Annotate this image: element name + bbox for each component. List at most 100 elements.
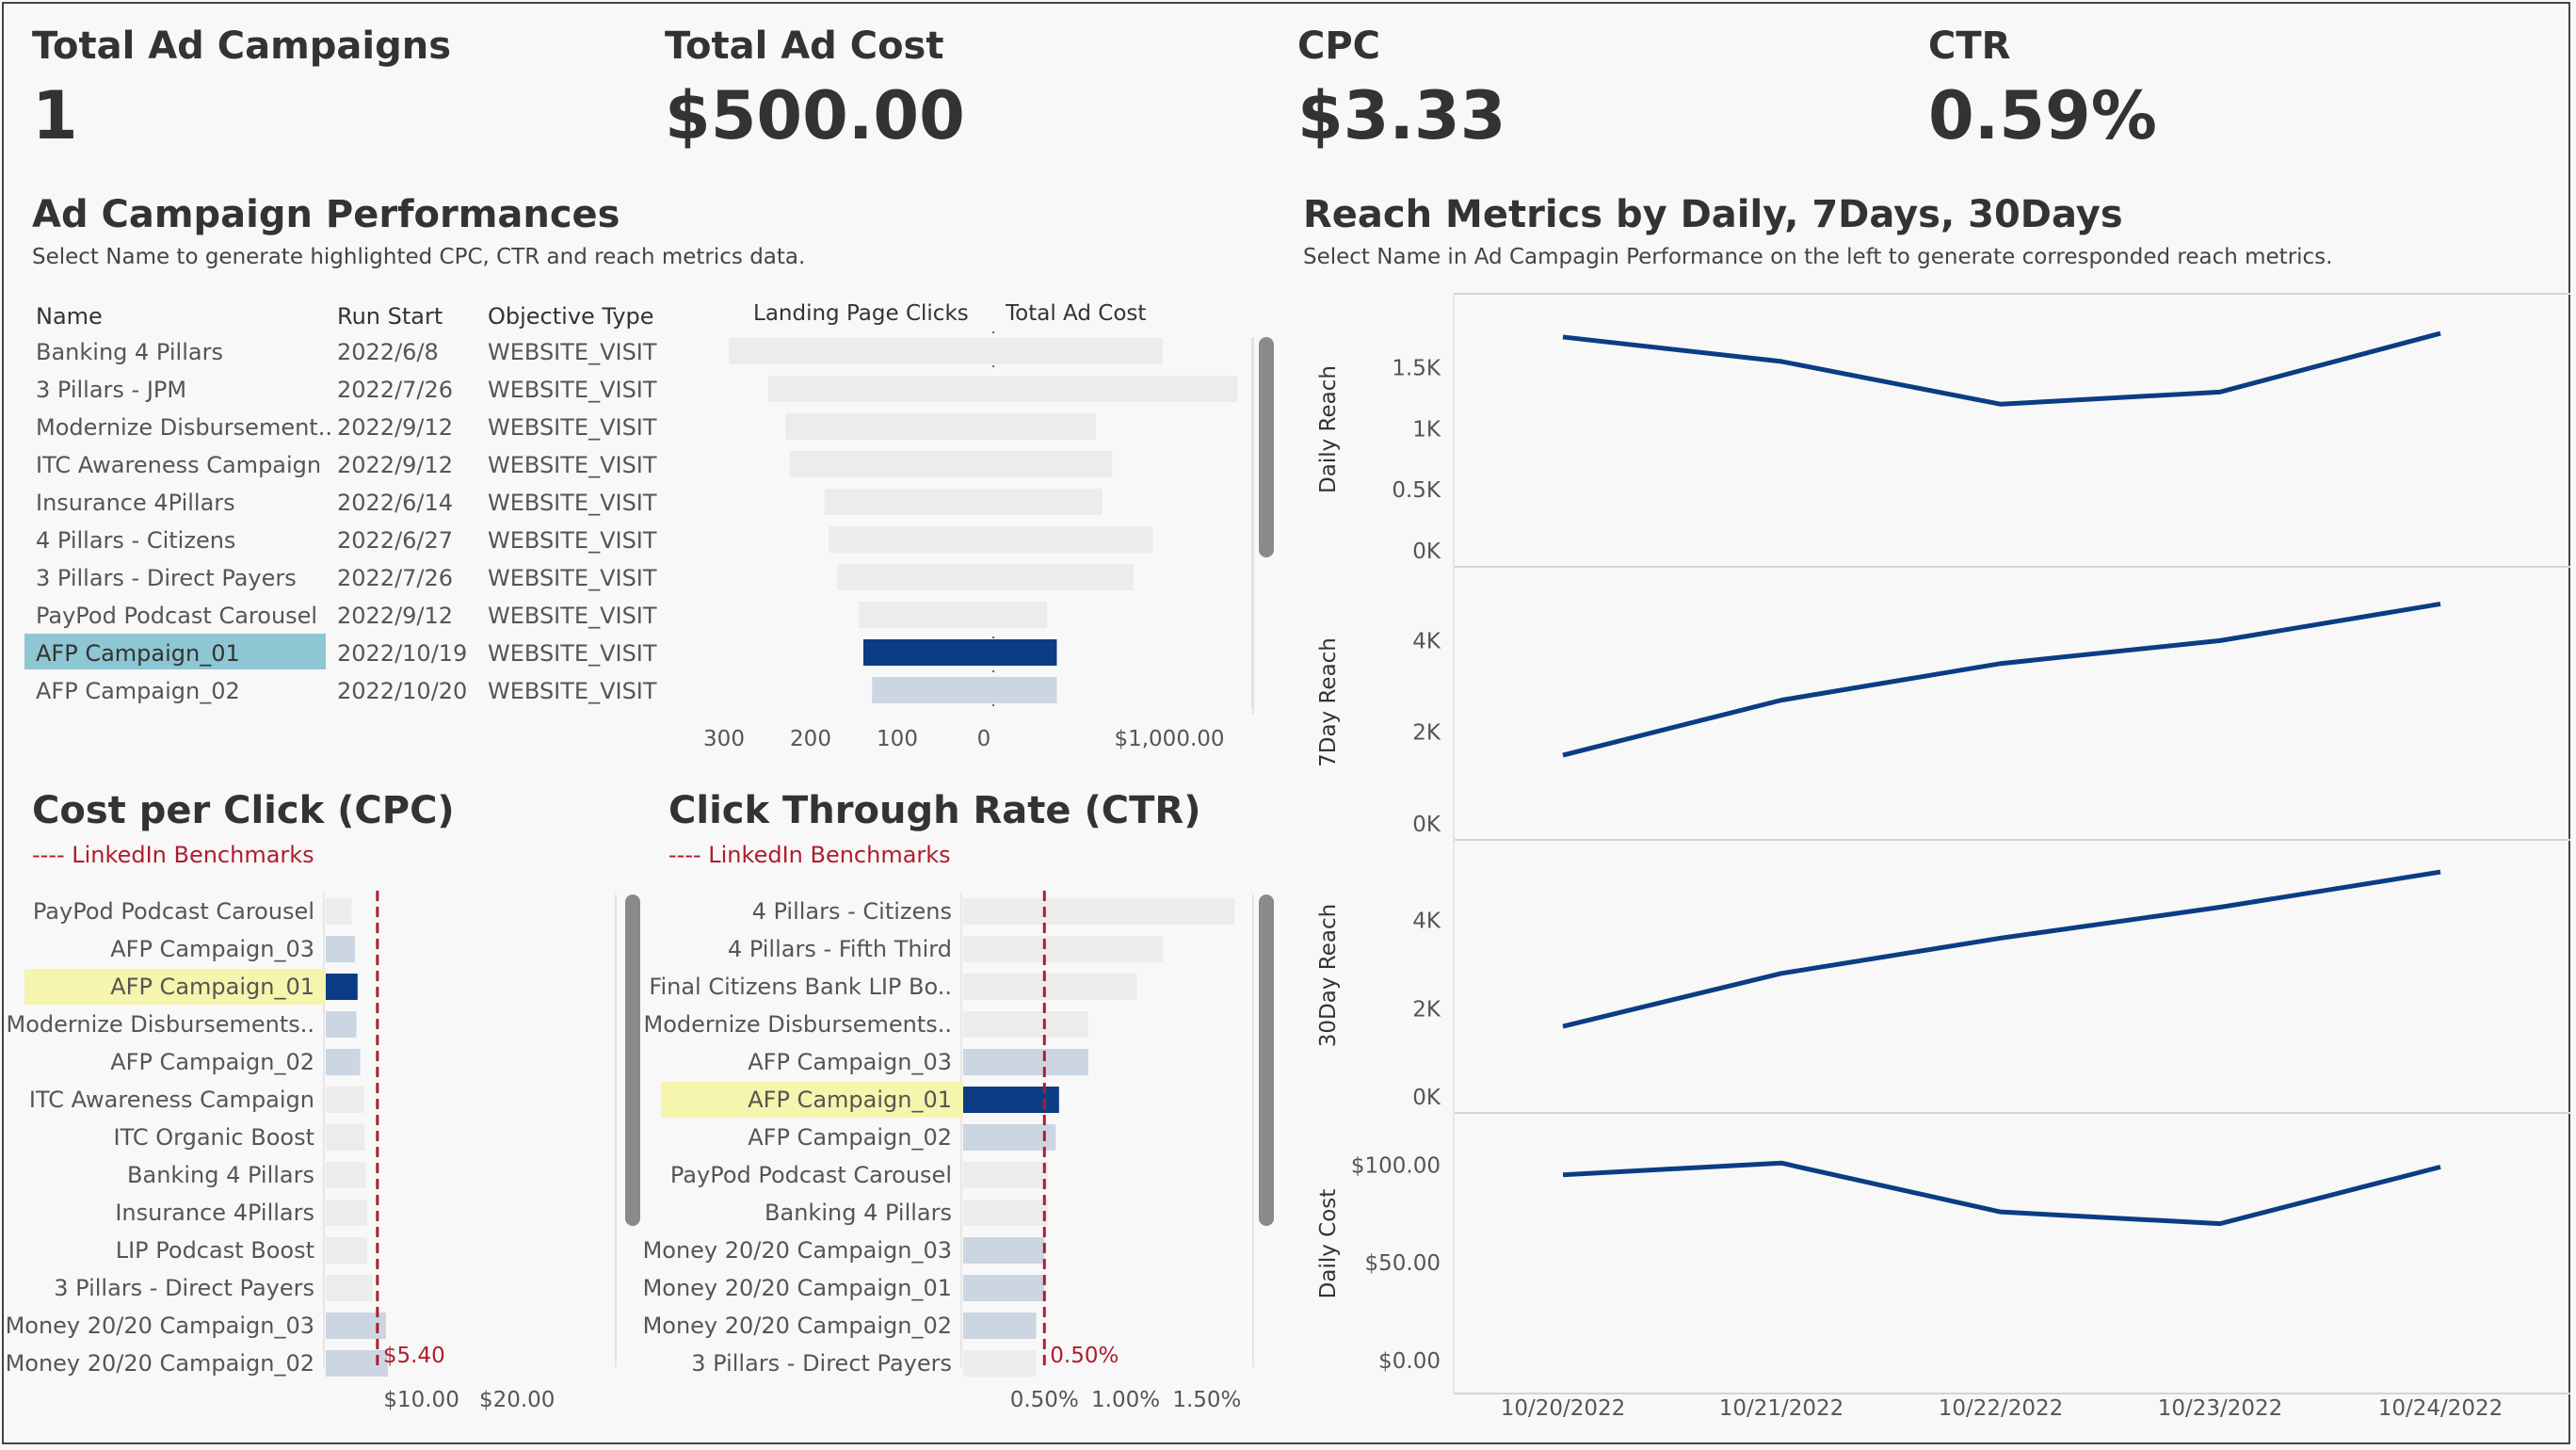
campaign-name-cell[interactable]: Modernize Disbursement.. [36,414,332,441]
category-label: Banking 4 Pillars [127,1162,314,1188]
landing-clicks-bar [872,677,993,703]
cpc-title: Cost per Click (CPC) [32,789,455,832]
series-line [1562,601,2441,758]
cpc-benchmark-legend: ---- LinkedIn Benchmarks [32,842,314,868]
objective-type-cell: WEBSITE_VISIT [488,565,657,591]
kpi-title-campaigns: Total Ad Campaigns [32,24,451,68]
campaign-name-cell[interactable]: 3 Pillars - Direct Payers [36,565,297,591]
category-label: LIP Podcast Boost [116,1237,314,1264]
performance-scrollbar[interactable] [1259,337,1274,557]
campaign-name-cell[interactable]: ITC Awareness Campaign [36,452,322,478]
benchmark-value-label: 0.50% [1050,1344,1119,1368]
reach-title: Reach Metrics by Daily, 7Days, 30Days [1303,193,2123,236]
y-tick-label: 0K [1412,813,1441,837]
column-header-name[interactable]: Name [36,303,103,330]
run-start-cell: 2022/9/12 [337,452,454,478]
performance-title: Ad Campaign Performances [32,193,620,236]
campaign-name-cell[interactable]: Banking 4 Pillars [36,339,223,365]
y-tick-label: 0K [1412,1086,1441,1110]
landing-clicks-bar [837,564,993,590]
value-bar [326,898,352,925]
category-label: Modernize Disbursements.. [7,1011,314,1038]
y-tick-label: $100.00 [1351,1153,1441,1178]
ad-cost-bar [993,376,1238,402]
x-tick-label: 10/22/2022 [1939,1396,2064,1421]
value-bar [963,1237,1045,1264]
column-header-run-start[interactable]: Run Start [337,303,443,330]
landing-clicks-bar [829,526,993,553]
ctr-title: Click Through Rate (CTR) [668,789,1201,832]
ad-cost-bar [993,338,1163,364]
campaign-name-cell[interactable]: 3 Pillars - JPM [36,377,187,403]
ctr-scrollbar[interactable] [1259,894,1274,1226]
performance-scroll-track [1252,337,1254,714]
x-tick-label: $20.00 [479,1388,555,1412]
x-tick-label: 0 [977,727,991,751]
campaign-name-cell[interactable]: AFP Campaign_02 [36,678,240,704]
value-bar [963,1124,1056,1151]
objective-type-cell: WEBSITE_VISIT [488,527,657,554]
category-label: Banking 4 Pillars [765,1200,952,1226]
y-tick-label: $50.00 [1365,1251,1441,1276]
category-label: Modernize Disbursements.. [644,1011,952,1038]
category-label: AFP Campaign_02 [748,1124,952,1151]
campaign-name-cell[interactable]: 4 Pillars - Citizens [36,527,236,554]
ad-cost-bar [993,413,1096,440]
selected-row-highlight [24,634,326,669]
category-label: Money 20/20 Campaign_02 [6,1350,314,1377]
value-bar [963,974,1137,1000]
x-tick-label: 1.00% [1091,1388,1160,1412]
value-bar [326,974,358,1000]
kpi-value-campaigns: 1 [32,77,78,154]
category-label: PayPod Podcast Carousel [670,1162,952,1188]
cpc-scrollbar[interactable] [625,894,640,1226]
landing-clicks-bar [824,489,993,515]
run-start-cell: 2022/10/20 [337,678,468,704]
highlighted-row [24,969,326,1005]
category-label: Money 20/20 Campaign_02 [643,1313,952,1339]
y-tick-label: 1.5K [1392,356,1441,380]
performance-subtitle: Select Name to generate highlighted CPC,… [32,245,806,269]
category-label: AFP Campaign_02 [110,1049,314,1075]
objective-type-cell: WEBSITE_VISIT [488,640,657,667]
series-line [1562,1160,2441,1227]
kpi-title-ctr: CTR [1928,24,2011,68]
y-tick-label: 4K [1412,629,1441,653]
x-tick-label: 10/21/2022 [1719,1396,1844,1421]
category-label: ITC Organic Boost [114,1124,314,1151]
column-header-objective-type[interactable]: Objective Type [488,303,654,330]
value-bar [963,1200,1048,1226]
value-bar [326,1237,367,1264]
run-start-cell: 2022/6/27 [337,527,454,554]
value-bar [963,1049,1088,1075]
objective-type-cell: WEBSITE_VISIT [488,490,657,516]
campaign-name-cell[interactable]: PayPod Podcast Carousel [36,603,318,629]
category-label: Money 20/20 Campaign_03 [6,1313,314,1339]
run-start-cell: 2022/9/12 [337,603,454,629]
campaign-name-cell[interactable]: Insurance 4Pillars [36,490,235,516]
ad-cost-bar [993,564,1134,590]
benchmark-value-label: $5.40 [383,1344,445,1368]
highlighted-row [661,1082,963,1118]
y-axis-title: 30Day Reach [1316,904,1341,1047]
kpi-value-ctr: 0.59% [1928,77,2157,154]
run-start-cell: 2022/6/14 [337,490,454,516]
ad-cost-bar [993,602,1048,628]
x-tick-label: $1,000.00 [1114,727,1224,751]
objective-type-cell: WEBSITE_VISIT [488,603,657,629]
y-tick-label: 2K [1412,997,1441,1022]
value-bar [963,1011,1088,1038]
category-label: AFP Campaign_03 [110,936,314,962]
x-tick-label: 100 [877,727,918,751]
value-bar [326,1275,373,1301]
category-label: ITC Awareness Campaign [29,1087,314,1113]
value-bar [963,1313,1037,1339]
campaign-name-cell[interactable]: AFP Campaign_01 [36,640,240,667]
run-start-cell: 2022/10/19 [337,640,468,667]
x-tick-label: $10.00 [383,1388,459,1412]
value-bar [963,1162,1048,1188]
ctr-benchmark-legend: ---- LinkedIn Benchmarks [668,842,951,868]
